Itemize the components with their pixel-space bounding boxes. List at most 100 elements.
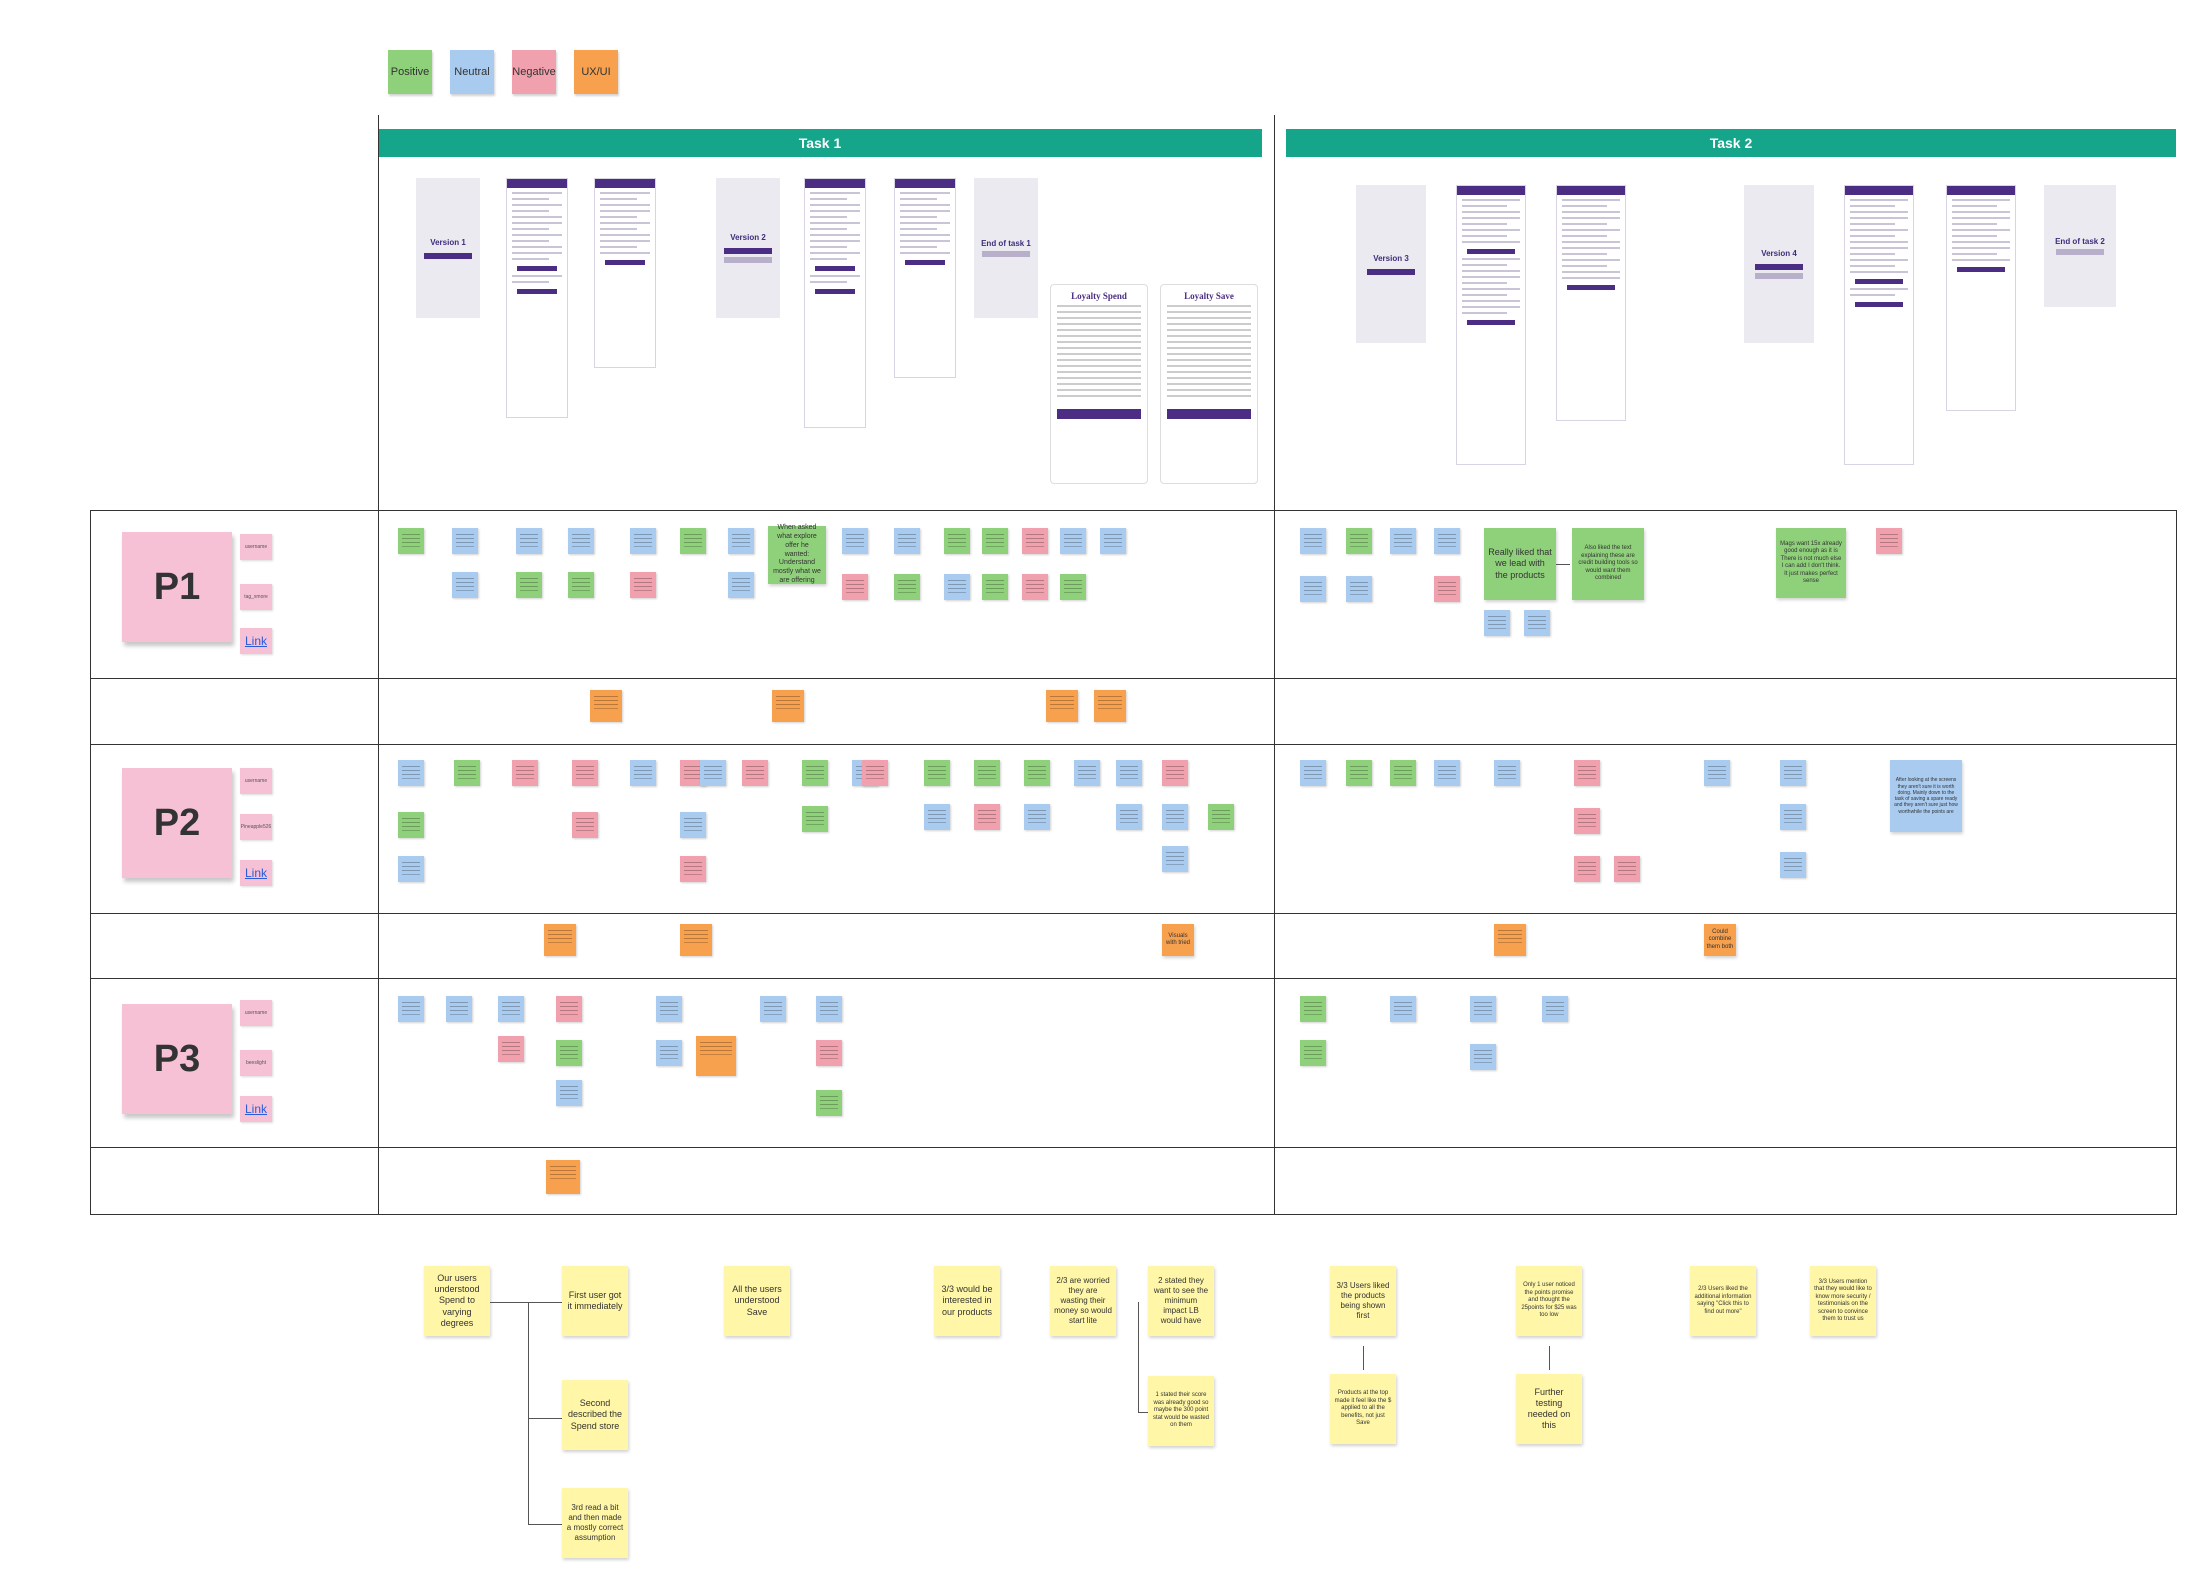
sticky-note[interactable]: [1704, 760, 1730, 786]
sticky-note[interactable]: [1390, 760, 1416, 786]
participant-p1-link-note[interactable]: Link: [240, 628, 272, 654]
sticky-note[interactable]: [924, 760, 950, 786]
sticky-note[interactable]: [498, 996, 524, 1022]
participant-p3-link[interactable]: Link: [244, 1102, 267, 1116]
sticky-note[interactable]: [568, 572, 594, 598]
finding-save-understood[interactable]: All the users understood Save: [724, 1266, 790, 1336]
finding-score-already-good[interactable]: 1 stated their score was already good so…: [1148, 1376, 1214, 1446]
version-3-frame[interactable]: Version 3: [1356, 185, 1426, 343]
sticky-note[interactable]: [452, 572, 478, 598]
finding-additional-info[interactable]: 2/3 Users liked the additional informati…: [1690, 1266, 1756, 1336]
sticky-note[interactable]: [728, 572, 754, 598]
finding-products-at-top[interactable]: Products at the top made it feel like th…: [1330, 1374, 1396, 1444]
sticky-note[interactable]: [1346, 760, 1372, 786]
phone-screen[interactable]: [506, 178, 568, 418]
sticky-note[interactable]: [1346, 576, 1372, 602]
sticky-note[interactable]: [1390, 528, 1416, 554]
sticky-note[interactable]: [656, 1040, 682, 1066]
sticky-note[interactable]: [760, 996, 786, 1022]
sticky-note[interactable]: [1060, 528, 1086, 554]
sticky-note[interactable]: [1300, 576, 1326, 602]
sticky-note[interactable]: [680, 856, 706, 882]
version-4-frame[interactable]: Version 4: [1744, 185, 1814, 343]
sticky-note[interactable]: [546, 1160, 580, 1194]
sticky-note[interactable]: [974, 760, 1000, 786]
sticky-note[interactable]: [446, 996, 472, 1022]
participant-p2-note[interactable]: P2: [122, 768, 232, 878]
sticky-note[interactable]: [1162, 846, 1188, 872]
sticky-note[interactable]: [1434, 528, 1460, 554]
sticky-note[interactable]: [974, 804, 1000, 830]
sticky-note[interactable]: [982, 528, 1008, 554]
sticky-note[interactable]: [944, 528, 970, 554]
sticky-note[interactable]: [816, 1040, 842, 1066]
sticky-note[interactable]: [398, 760, 424, 786]
sticky-note[interactable]: [802, 760, 828, 786]
sticky-note[interactable]: [728, 528, 754, 554]
sticky-note[interactable]: [1162, 760, 1188, 786]
finding-third-user[interactable]: 3rd read a bit and then made a mostly co…: [562, 1488, 628, 1558]
sticky-note[interactable]: [1024, 804, 1050, 830]
sticky-note[interactable]: [802, 806, 828, 832]
sticky-note[interactable]: [894, 528, 920, 554]
sticky-note-mags-want[interactable]: Mags want 15x already good enough as it …: [1776, 528, 1846, 598]
sticky-note[interactable]: [772, 690, 804, 722]
loyalty-spend-card[interactable]: Loyalty Spend: [1050, 284, 1148, 484]
finding-interested-products[interactable]: 3/3 would be interested in our products: [934, 1266, 1000, 1336]
sticky-note[interactable]: [1100, 528, 1126, 554]
sticky-note[interactable]: [398, 528, 424, 554]
sticky-note[interactable]: [1208, 804, 1234, 830]
phone-screen[interactable]: [1946, 185, 2016, 411]
finding-worried-wasting[interactable]: 2/3 are worried they are wasting their m…: [1050, 1266, 1116, 1336]
sticky-note[interactable]: [1390, 996, 1416, 1022]
sticky-note[interactable]: [1162, 804, 1188, 830]
finding-first-user[interactable]: First user got it immediately: [562, 1266, 628, 1336]
finding-further-testing[interactable]: Further testing needed on this: [1516, 1374, 1582, 1444]
sticky-note[interactable]: [680, 812, 706, 838]
sticky-note[interactable]: [894, 574, 920, 600]
sticky-note[interactable]: [1094, 690, 1126, 722]
phone-screen[interactable]: [1456, 185, 1526, 465]
sticky-note[interactable]: [1046, 690, 1078, 722]
participant-p2-link-note[interactable]: Link: [240, 860, 272, 886]
sticky-note[interactable]: [1614, 856, 1640, 882]
phone-screen[interactable]: [1844, 185, 1914, 465]
sticky-note[interactable]: [816, 996, 842, 1022]
sticky-note[interactable]: [1470, 996, 1496, 1022]
sticky-note[interactable]: [1780, 804, 1806, 830]
sticky-note[interactable]: [1022, 528, 1048, 554]
sticky-note[interactable]: [680, 924, 712, 956]
sticky-note[interactable]: [862, 760, 888, 786]
sticky-note[interactable]: [398, 996, 424, 1022]
sticky-note[interactable]: [452, 528, 478, 554]
sticky-note[interactable]: [1116, 760, 1142, 786]
sticky-note[interactable]: [512, 760, 538, 786]
sticky-note[interactable]: [1524, 610, 1550, 636]
sticky-note[interactable]: [516, 528, 542, 554]
participant-p3-link-note[interactable]: Link: [240, 1096, 272, 1122]
sticky-note[interactable]: [1116, 804, 1142, 830]
sticky-note[interactable]: [1022, 574, 1048, 600]
loyalty-save-card[interactable]: Loyalty Save: [1160, 284, 1258, 484]
sticky-note[interactable]: [1074, 760, 1100, 786]
sticky-note[interactable]: [1346, 528, 1372, 554]
sticky-note[interactable]: [568, 528, 594, 554]
sticky-note-after-looking-at-screens[interactable]: After looking at the screens they aren't…: [1890, 760, 1962, 832]
sticky-note[interactable]: [1300, 996, 1326, 1022]
phone-screen[interactable]: [594, 178, 656, 368]
phone-screen[interactable]: [804, 178, 866, 428]
sticky-note[interactable]: [572, 812, 598, 838]
end-task-2-frame[interactable]: End of task 2: [2044, 185, 2116, 307]
sticky-note[interactable]: [1574, 760, 1600, 786]
sticky-note[interactable]: [924, 804, 950, 830]
sticky-note[interactable]: [556, 996, 582, 1022]
sticky-note-visuals-with-tried[interactable]: Visuals with tried: [1162, 924, 1194, 956]
sticky-note[interactable]: [498, 1036, 524, 1062]
sticky-note[interactable]: [398, 812, 424, 838]
finding-minimum-impact[interactable]: 2 stated they want to see the minimum im…: [1148, 1266, 1214, 1336]
sticky-note[interactable]: [544, 924, 576, 956]
sticky-note[interactable]: [556, 1040, 582, 1066]
sticky-note[interactable]: [696, 1036, 736, 1076]
sticky-note[interactable]: [1780, 760, 1806, 786]
sticky-note[interactable]: [1574, 808, 1600, 834]
